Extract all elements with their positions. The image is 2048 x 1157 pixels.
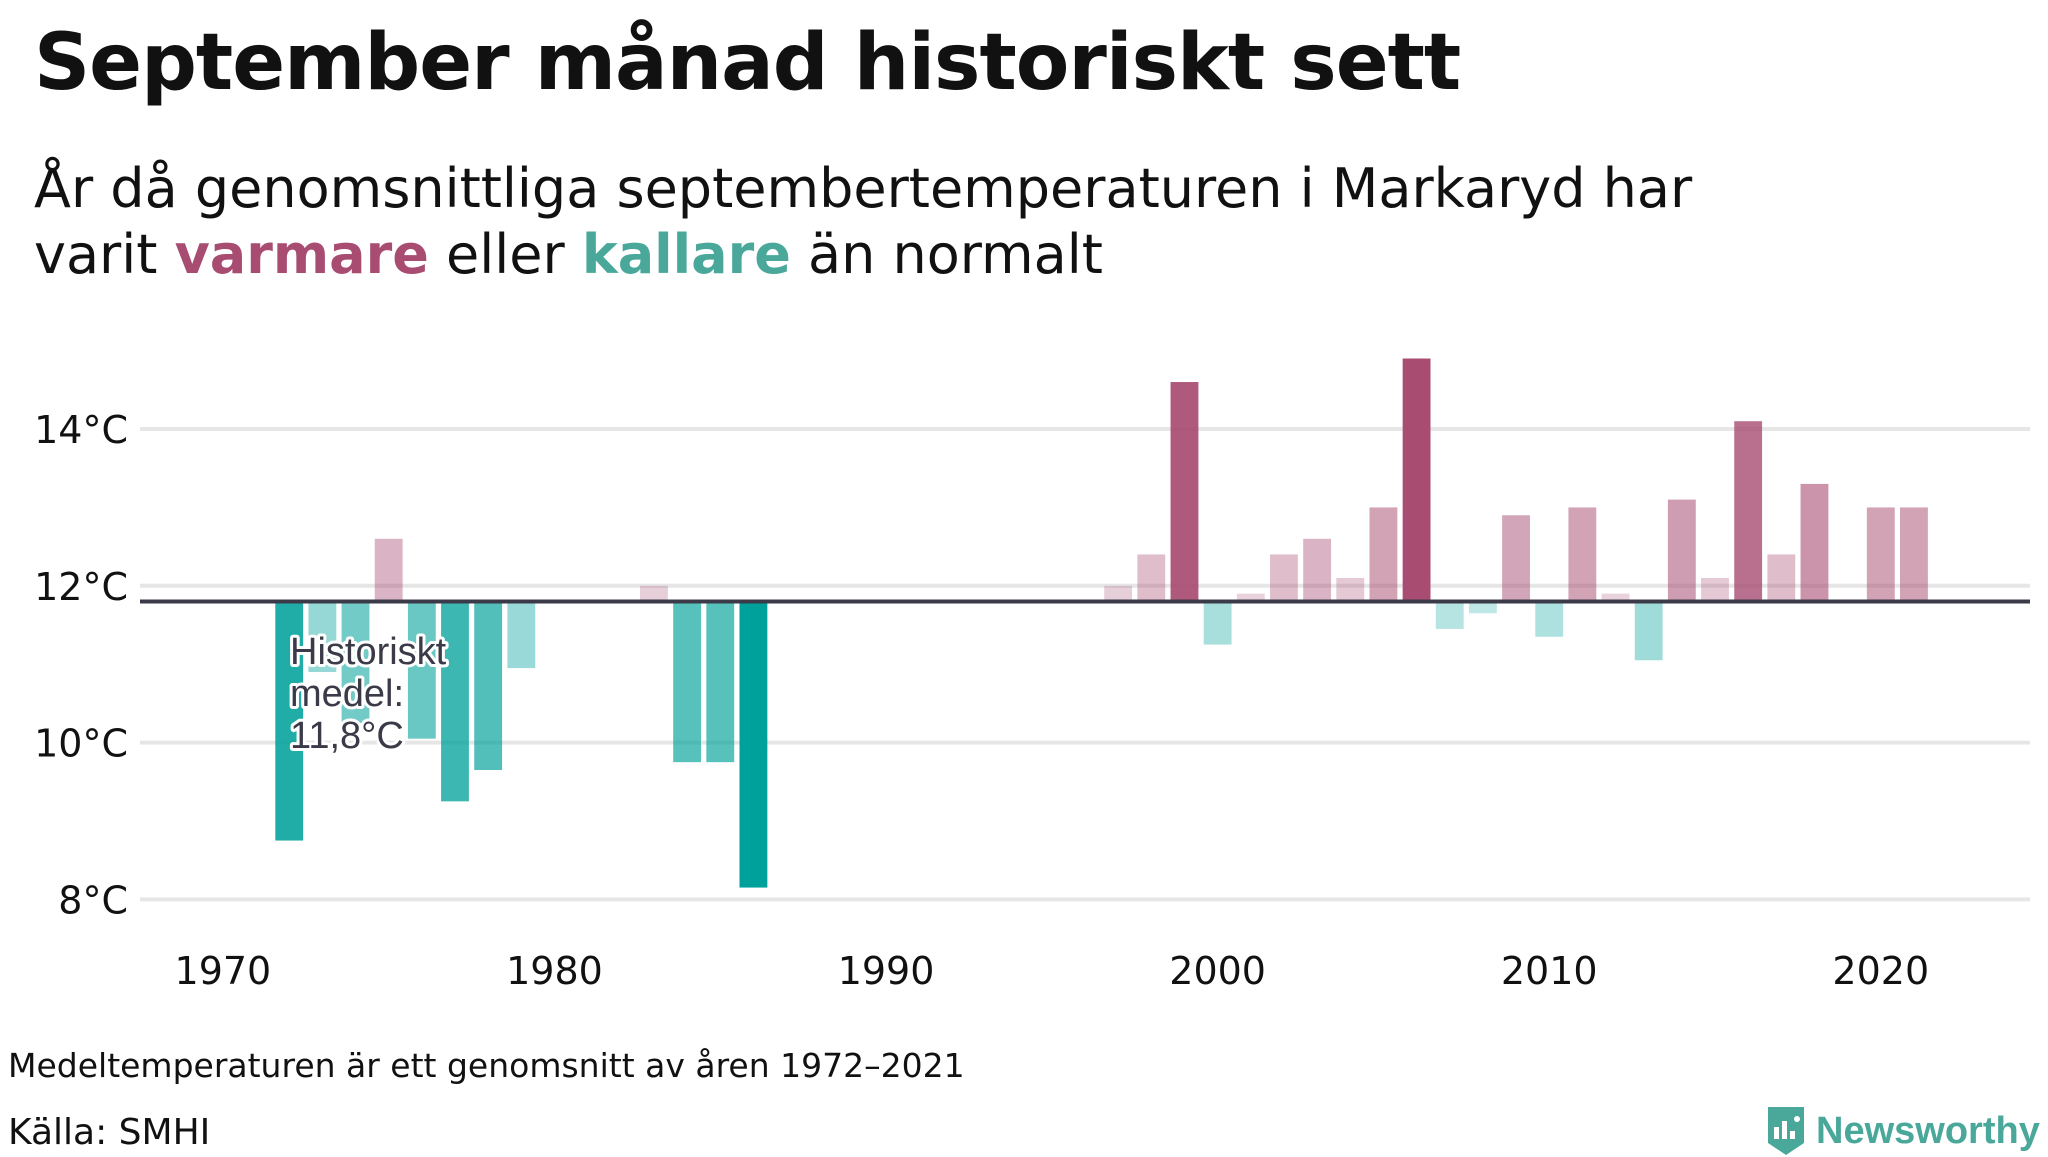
bar-2015 bbox=[1701, 577, 1729, 602]
bar-layer bbox=[275, 358, 1928, 888]
bar-1998 bbox=[1137, 554, 1166, 602]
bar-1978 bbox=[474, 601, 503, 770]
bar-1999 bbox=[1170, 382, 1199, 602]
axis-layer: 8°C 10°C 12°C 14°C 1970 1980 1990 2000 2010 2020 H… bbox=[34, 408, 2030, 993]
bar-2020 bbox=[1866, 507, 1895, 602]
chart-title: September månad historiskt sett bbox=[34, 18, 1461, 108]
mean-label-line: Historiskt bbox=[290, 631, 447, 673]
bar-1972 bbox=[275, 601, 304, 841]
bar-1976 bbox=[407, 601, 436, 739]
bar-1977 bbox=[441, 601, 469, 802]
bar-2009 bbox=[1502, 515, 1530, 602]
bar-1974 bbox=[341, 601, 370, 723]
bar-2003 bbox=[1303, 538, 1332, 602]
mean-label-line: medel: bbox=[290, 673, 404, 715]
subtitle-middle: eller bbox=[428, 223, 582, 286]
bar-1973 bbox=[308, 601, 337, 673]
chart-subtitle: År då genomsnittliga septembertemperatur… bbox=[34, 156, 1934, 288]
bar-1975 bbox=[374, 538, 403, 602]
x-tick-label: 2020 bbox=[1832, 949, 1929, 993]
mean-label-line: 11,8°C bbox=[290, 715, 404, 757]
x-tick-label: 1970 bbox=[175, 949, 272, 993]
temperature-bar-chart: 8°C 10°C 12°C 14°C 1970 1980 1990 2000 2010 2020 H… bbox=[34, 358, 2030, 993]
source-label: Källa: SMHI bbox=[8, 1112, 211, 1153]
x-tick-label: 2000 bbox=[1169, 949, 1266, 993]
grid-layer bbox=[140, 427, 2030, 902]
subtitle-cold-word: kallare bbox=[581, 223, 791, 286]
bar-1985 bbox=[706, 601, 735, 763]
bar-1979 bbox=[507, 601, 536, 669]
bar-1984 bbox=[673, 601, 702, 763]
y-tick-label: 12°C bbox=[34, 565, 128, 609]
bar-2000 bbox=[1203, 601, 1232, 645]
bar-2005 bbox=[1369, 507, 1398, 602]
bar-2016 bbox=[1734, 421, 1763, 602]
footnote: Medeltemperaturen är ett genomsnitt av å… bbox=[8, 1046, 965, 1085]
bar-2004 bbox=[1336, 577, 1365, 602]
bar-2013 bbox=[1634, 601, 1663, 661]
bar-1997 bbox=[1104, 585, 1133, 602]
x-tick-label: 2010 bbox=[1501, 949, 1598, 993]
newsworthy-logo-icon bbox=[1768, 1107, 1804, 1155]
bar-2014 bbox=[1667, 499, 1696, 602]
bar-2001 bbox=[1236, 593, 1265, 602]
bar-1983 bbox=[640, 585, 668, 602]
newsworthy-logo: Newsworthy bbox=[1766, 1105, 2040, 1157]
bar-1986 bbox=[739, 601, 768, 888]
bar-2010 bbox=[1535, 601, 1564, 637]
bar-2007 bbox=[1435, 601, 1464, 629]
x-tick-label: 1980 bbox=[506, 949, 603, 993]
bar-2008 bbox=[1468, 601, 1497, 614]
bar-2012 bbox=[1601, 593, 1630, 602]
bar-2018 bbox=[1800, 483, 1829, 602]
bar-2011 bbox=[1568, 507, 1597, 602]
bar-2002 bbox=[1270, 554, 1298, 602]
x-tick-label: 1990 bbox=[838, 949, 935, 993]
bar-2021 bbox=[1900, 507, 1928, 602]
bar-2006 bbox=[1402, 358, 1431, 602]
subtitle-suffix: än normalt bbox=[790, 223, 1103, 286]
subtitle-line1: År då genomsnittliga septembertemperatur… bbox=[34, 157, 1693, 220]
subtitle-warm-word: varmare bbox=[174, 223, 429, 286]
subtitle-prefix: varit bbox=[34, 223, 175, 286]
y-tick-label: 10°C bbox=[34, 722, 128, 766]
brand-name: Newsworthy bbox=[1816, 1109, 2040, 1152]
y-tick-label: 8°C bbox=[58, 878, 128, 922]
bar-2017 bbox=[1767, 554, 1796, 602]
y-tick-label: 14°C bbox=[34, 408, 128, 452]
